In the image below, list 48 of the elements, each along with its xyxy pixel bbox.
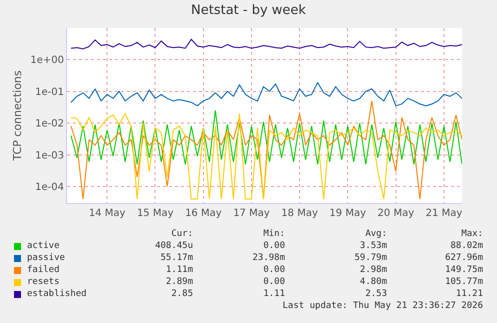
y-tick-label: 1e-03 bbox=[35, 150, 64, 162]
text: 0.00 bbox=[263, 241, 285, 252]
text: 105.77m bbox=[445, 277, 483, 288]
x-tick-label: 18 May bbox=[281, 208, 318, 219]
x-tick-label: 14 May bbox=[88, 208, 126, 219]
text: 88.02m bbox=[450, 241, 483, 252]
x-tick-label: 16 May bbox=[185, 208, 222, 219]
x-tick-label: 20 May bbox=[378, 208, 414, 219]
text: 1.11 bbox=[263, 289, 285, 300]
y-axis-title: TCP connections bbox=[11, 70, 24, 162]
text: 0.00 bbox=[263, 277, 285, 288]
legend-label: resets bbox=[27, 277, 60, 288]
y-tick-label: 1e-01 bbox=[35, 86, 64, 98]
x-tick-label: 15 May bbox=[136, 208, 174, 219]
x-tick-label: 19 May bbox=[329, 208, 366, 219]
text: 3.53m bbox=[360, 241, 387, 252]
y-tick-label: 1e+00 bbox=[30, 55, 64, 66]
line-series bbox=[70, 38, 462, 50]
text: 11.21 bbox=[456, 289, 483, 300]
text: Avg: bbox=[365, 229, 387, 240]
text: 149.75m bbox=[445, 265, 483, 276]
legend-label: established bbox=[27, 289, 87, 300]
line-series bbox=[70, 82, 462, 106]
legend-label: failed bbox=[27, 265, 60, 276]
text: 0.00 bbox=[263, 265, 285, 276]
chart-title: Netstat - by week bbox=[191, 2, 306, 18]
text: 1.11m bbox=[166, 265, 193, 276]
text: 4.80m bbox=[360, 277, 387, 288]
line-series bbox=[70, 110, 462, 165]
text: Last update: Thu May 21 23:36:27 2026 bbox=[282, 301, 483, 312]
text: 2.85 bbox=[171, 289, 193, 300]
text: 2.89m bbox=[166, 277, 193, 288]
text: 2.98m bbox=[360, 265, 387, 276]
text: 408.45u bbox=[155, 241, 193, 252]
text: 59.79m bbox=[354, 253, 387, 264]
y-tick-label: 1e-04 bbox=[35, 182, 64, 193]
legend-label: passive bbox=[27, 253, 65, 264]
x-tick-label: 17 May bbox=[233, 208, 270, 219]
text: Min: bbox=[263, 229, 285, 240]
text: 55.17m bbox=[160, 253, 193, 264]
text: 23.98m bbox=[252, 253, 285, 264]
x-tick-label: 21 May bbox=[426, 208, 462, 219]
y-tick-label: 1e-02 bbox=[35, 118, 64, 130]
text: Cur: bbox=[171, 229, 193, 240]
text: 627.96m bbox=[445, 253, 483, 264]
legend-label: active bbox=[27, 241, 60, 252]
text: 2.53 bbox=[365, 289, 387, 300]
text: Max: bbox=[461, 229, 483, 240]
